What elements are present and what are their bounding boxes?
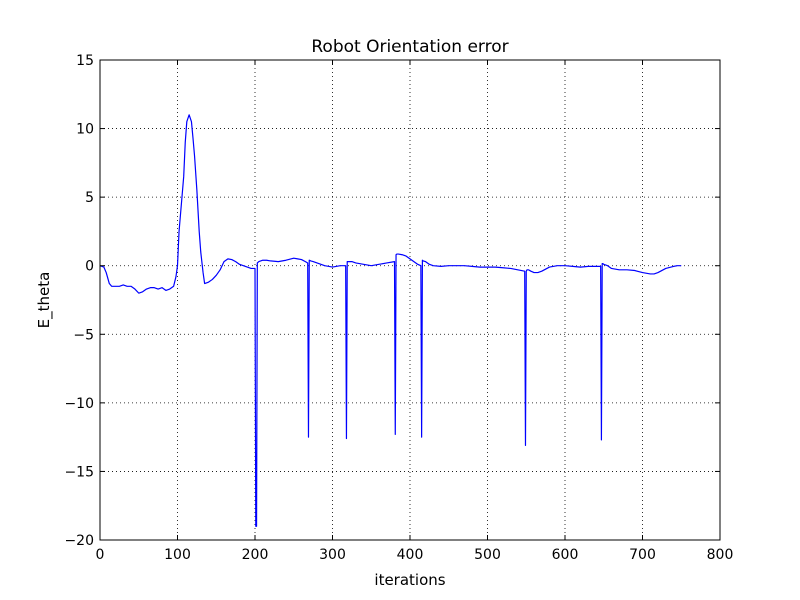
x-tick-label: 600 bbox=[552, 547, 579, 563]
ticks bbox=[99, 59, 721, 541]
tick-labels: 0 100 200 300 400 500 600 700 800 −20 −15 −10 −5 0 5 10… bbox=[64, 53, 733, 563]
x-tick-label: 300 bbox=[319, 547, 346, 563]
grid bbox=[100, 60, 720, 540]
x-tick-label: 800 bbox=[707, 547, 734, 563]
y-tick-label: 0 bbox=[85, 259, 94, 275]
x-tick-label: 0 bbox=[96, 547, 105, 563]
y-tick-label: −5 bbox=[73, 327, 94, 343]
y-tick-label: −15 bbox=[64, 464, 94, 480]
y-tick-label: −20 bbox=[64, 533, 94, 549]
y-tick-label: −10 bbox=[64, 396, 94, 412]
x-tick-label: 400 bbox=[397, 547, 424, 563]
chart-title: Robot Orientation error bbox=[311, 37, 508, 57]
x-tick-label: 500 bbox=[474, 547, 501, 563]
y-tick-label: 15 bbox=[76, 53, 94, 69]
x-axis-label: iterations bbox=[374, 571, 445, 589]
series-line bbox=[99, 114, 682, 527]
x-tick-label: 700 bbox=[629, 547, 656, 563]
x-tick-label: 100 bbox=[164, 547, 191, 563]
y-axis-label: E_theta bbox=[35, 272, 54, 329]
y-tick-label: 10 bbox=[76, 122, 94, 138]
y-tick-label: 5 bbox=[85, 190, 94, 206]
x-tick-label: 200 bbox=[242, 547, 269, 563]
series-layer bbox=[99, 114, 682, 527]
